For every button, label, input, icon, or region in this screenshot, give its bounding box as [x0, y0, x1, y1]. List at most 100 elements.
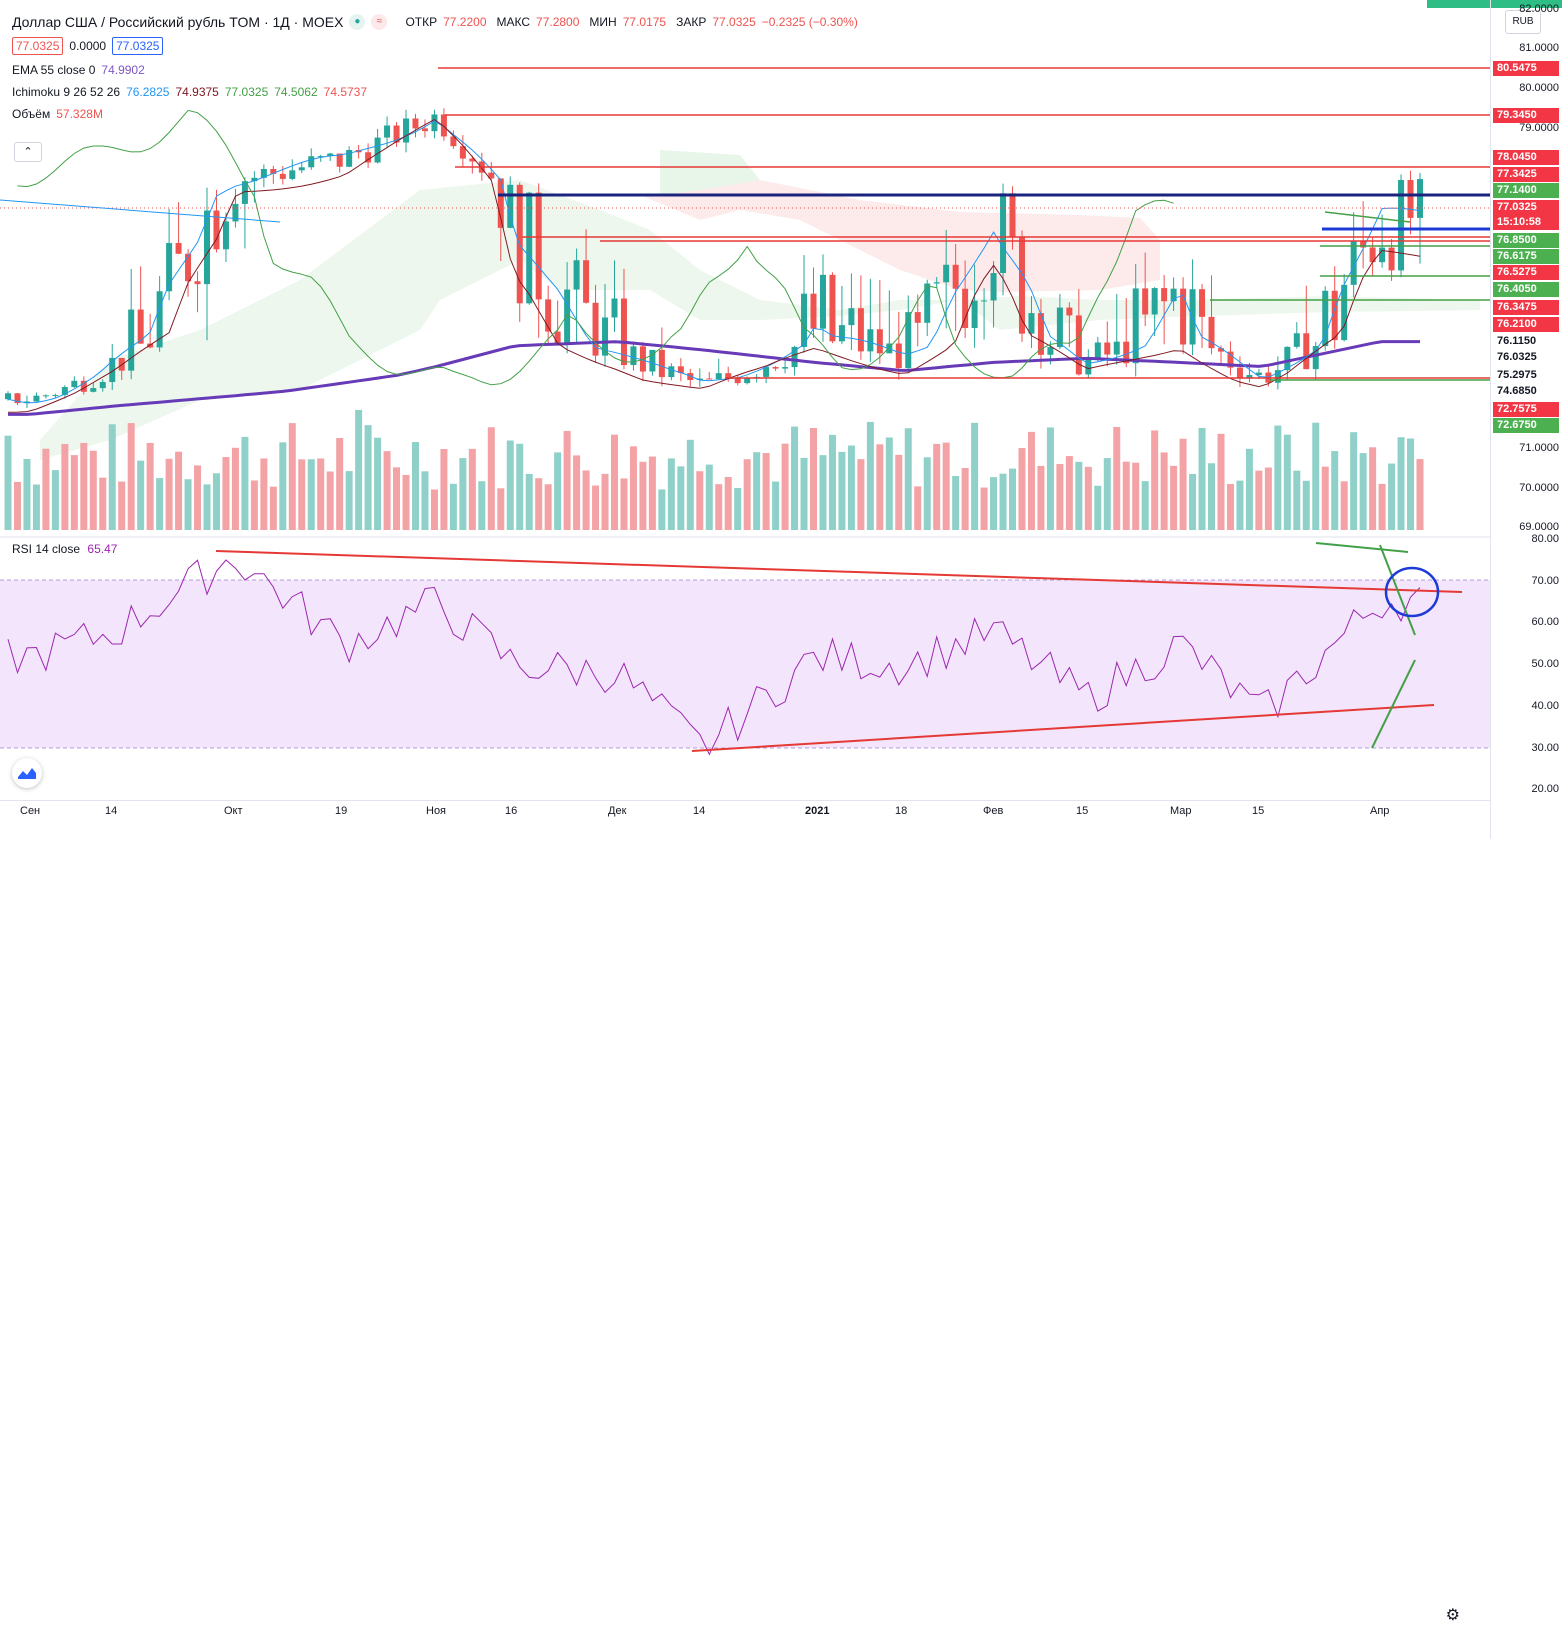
ask-box[interactable]: 77.0325: [112, 37, 164, 55]
collapse-legend-button[interactable]: ⌃: [14, 142, 42, 162]
price-level-tag[interactable]: 75.2975: [1493, 368, 1559, 383]
candle-body: [1284, 346, 1291, 371]
chart-area[interactable]: [0, 0, 1490, 800]
candle-body: [715, 373, 722, 380]
price-level-tag[interactable]: 76.3475: [1493, 300, 1559, 315]
price-level-tag[interactable]: 77.0325: [1493, 200, 1559, 215]
price-level-tag[interactable]: 77.3425: [1493, 167, 1559, 182]
volume-bar: [298, 459, 306, 530]
candle-body: [829, 274, 836, 342]
candle-body: [1379, 247, 1386, 263]
volume-bar: [364, 425, 372, 530]
volume-bar: [1378, 483, 1386, 530]
candle-body: [876, 329, 883, 354]
candle-body: [156, 291, 163, 348]
price-level-tag[interactable]: 76.2100: [1493, 317, 1559, 332]
volume-bar: [440, 448, 448, 530]
candle-body: [971, 300, 978, 329]
volume-bar: [383, 451, 391, 530]
price-tick-label: 81.0000: [1519, 42, 1559, 54]
volume-bar: [525, 473, 533, 530]
candle-body: [1132, 288, 1139, 364]
volume-bar: [895, 454, 903, 530]
price-level-tag[interactable]: 76.5275: [1493, 265, 1559, 280]
rsi-line: [7, 559, 1421, 756]
volume-bar: [393, 467, 401, 530]
rsi-tick-label: 40.00: [1531, 699, 1559, 712]
currency-label[interactable]: RUB: [1505, 10, 1541, 34]
rsi-legend[interactable]: RSI 14 close 65.47: [12, 542, 117, 556]
price-chart[interactable]: [0, 0, 1490, 800]
time-axis[interactable]: Сен 14 Окт 19 Ноя 16 Дек 14 2021 18 Фев 15 Мар 15 Апр …: [0, 800, 1490, 1624]
time-label: 16: [505, 805, 518, 817]
price-level-tag[interactable]: 76.6175: [1493, 249, 1559, 264]
price-level-tag[interactable]: 15:10:58: [1493, 215, 1559, 230]
price-level-tag[interactable]: 78.0450: [1493, 150, 1559, 165]
candle-body: [488, 172, 495, 179]
symbol-title[interactable]: Доллар США / Российский рубль TOM · 1Д ·…: [12, 14, 344, 30]
volume-bar: [1141, 481, 1149, 530]
candle-body: [194, 281, 201, 285]
trend-line-blue: [0, 199, 281, 223]
volume-bar: [42, 448, 50, 530]
volume-bar: [686, 439, 694, 530]
rsi-band: [0, 580, 1490, 748]
volume-bar: [203, 484, 211, 530]
rsi-tick-label: 20.00: [1531, 783, 1559, 796]
volume-row[interactable]: Объём 57.328M: [12, 103, 858, 125]
volume-bar: [610, 434, 618, 530]
candle-body: [412, 118, 419, 129]
tradingview-logo[interactable]: [12, 758, 42, 788]
candle-body: [895, 343, 902, 369]
candle-body: [166, 243, 173, 292]
price-level-tag[interactable]: 72.6750: [1493, 418, 1559, 433]
volume-bar: [1198, 427, 1206, 530]
volume-bar: [506, 440, 514, 530]
price-level-tag[interactable]: 76.4050: [1493, 282, 1559, 297]
eye-icon[interactable]: ●: [349, 14, 366, 30]
candle-body: [241, 181, 248, 204]
price-level-tag[interactable]: 77.1400: [1493, 183, 1559, 198]
time-label: 15: [1252, 805, 1265, 817]
volume-bar: [478, 481, 486, 530]
volume-bar: [1226, 483, 1234, 530]
price-level-tag[interactable]: 76.1150: [1493, 334, 1559, 349]
volume-bar: [743, 459, 751, 530]
candle-body: [23, 401, 30, 404]
candle-body: [924, 283, 931, 323]
settings-gear-icon[interactable]: ⚙: [1445, 1607, 1460, 1624]
wave-icon[interactable]: ≈: [371, 14, 388, 30]
price-level-tag[interactable]: 80.5475: [1493, 61, 1559, 76]
price-level-tag[interactable]: 76.0325: [1493, 350, 1559, 365]
volume-bar: [175, 451, 183, 530]
price-axis[interactable]: RUB 82.0000 81.0000 80.0000 79.0000 71.0000 7…: [1490, 0, 1562, 839]
candle-body: [668, 366, 675, 378]
ichimoku-span-b: 74.5737: [323, 85, 368, 99]
price-level-tag[interactable]: 76.8500: [1493, 233, 1559, 248]
volume-bar: [677, 466, 685, 530]
volume-bar: [61, 443, 69, 530]
volume-bar: [828, 434, 836, 530]
volume-bar: [1369, 447, 1377, 530]
close-value: 77.0325: [712, 15, 756, 29]
volume-bar: [99, 477, 107, 530]
bid-box[interactable]: 77.0325: [12, 37, 64, 55]
candle-body: [232, 203, 239, 222]
price-level-tag[interactable]: 74.6850: [1493, 384, 1559, 399]
volume-bar: [222, 457, 230, 530]
price-level-tag[interactable]: 79.3450: [1493, 108, 1559, 123]
volume-bar: [658, 489, 666, 530]
volume-bar: [156, 478, 164, 530]
volume-bar: [734, 487, 742, 530]
volume-bar: [89, 450, 97, 530]
ichimoku-row[interactable]: Ichimoku 9 26 52 26 76.2825 74.9375 77.0…: [12, 81, 858, 103]
volume-bar: [241, 436, 249, 530]
volume-bar: [1160, 452, 1168, 530]
price-level-tag[interactable]: 72.7575: [1493, 402, 1559, 417]
time-label: 14: [693, 805, 706, 817]
volume-bar: [705, 464, 713, 530]
ema-row[interactable]: EMA 55 close 0 74.9902: [12, 59, 858, 81]
candle-body: [535, 192, 542, 300]
candle-body: [298, 167, 305, 171]
volume-bar: [269, 486, 277, 530]
